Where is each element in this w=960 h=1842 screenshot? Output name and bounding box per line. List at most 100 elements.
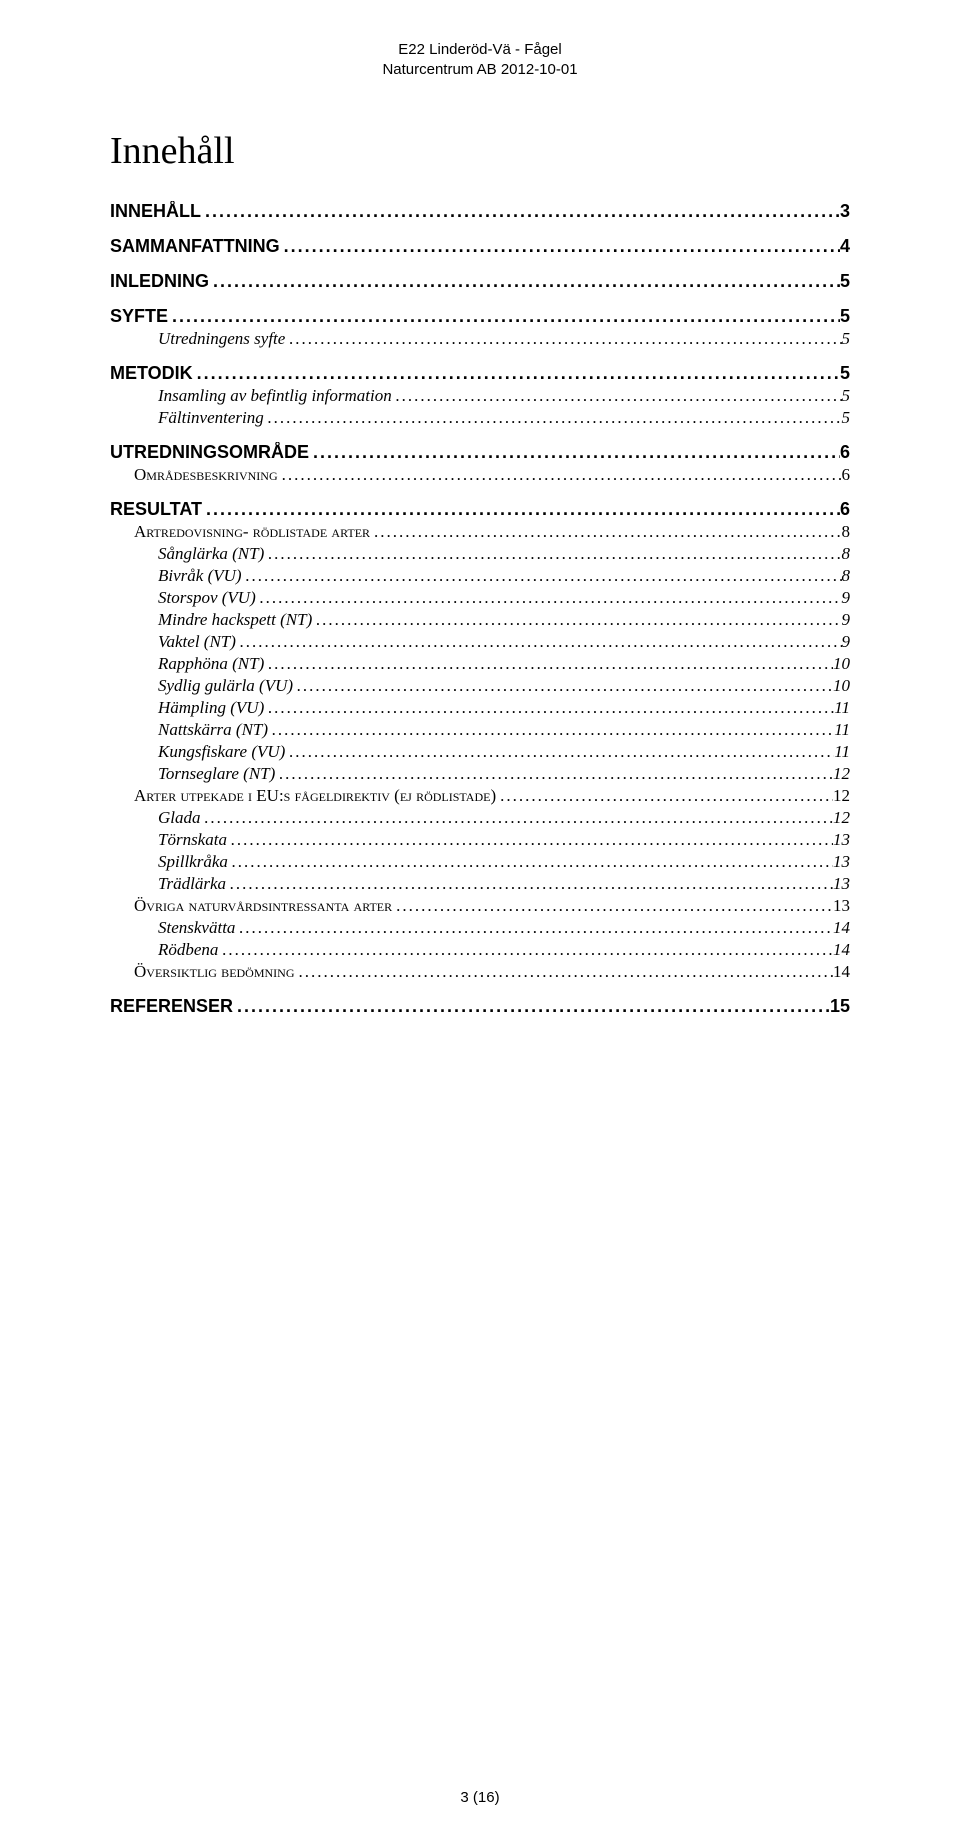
toc-entry-label: Hämpling (VU) — [158, 698, 264, 718]
toc-entry: SYFTE5 — [110, 306, 850, 327]
toc-entry-label: Mindre hackspett (NT) — [158, 610, 312, 630]
toc-leader-dots — [264, 544, 841, 564]
toc-entry-page: 11 — [834, 698, 850, 718]
toc-entry: Glada12 — [110, 808, 850, 828]
toc-leader-dots — [278, 465, 842, 485]
toc-entry-label: Fältinventering — [158, 408, 264, 428]
header-line-1: E22 Linderöd-Vä - Fågel — [110, 40, 850, 60]
toc-leader-dots — [285, 329, 841, 349]
toc-leader-dots — [228, 852, 833, 872]
toc-entry-label: Rödbena — [158, 940, 218, 960]
toc-entry-page: 12 — [833, 764, 850, 784]
toc-entry-label: REFERENSER — [110, 996, 233, 1017]
toc-entry-label: INLEDNING — [110, 271, 209, 292]
toc-entry: Utredningens syfte 5 — [110, 329, 850, 349]
toc-entry: REFERENSER 15 — [110, 996, 850, 1017]
toc-leader-dots — [226, 874, 833, 894]
toc-entry-label: Kungsfiskare (VU) — [158, 742, 285, 762]
toc-entry-label: Storspov (VU) — [158, 588, 256, 608]
toc-entry: Fältinventering 5 — [110, 408, 850, 428]
toc-leader-dots — [236, 632, 842, 652]
toc-entry: Sydlig gulärla (VU) 10 — [110, 676, 850, 696]
toc-entry: Vaktel (NT)9 — [110, 632, 850, 652]
toc-entry-page: 13 — [833, 852, 850, 872]
toc-leader-dots — [309, 442, 840, 463]
toc-entry-label: SAMMANFATTNING — [110, 236, 280, 257]
page-footer: 3 (16) — [0, 1789, 960, 1806]
toc-leader-dots — [370, 522, 841, 542]
toc-leader-dots — [202, 499, 840, 520]
toc-leader-dots — [312, 610, 841, 630]
toc-entry-label: SYFTE — [110, 306, 168, 327]
toc-entry-label: Sånglärka (NT) — [158, 544, 264, 564]
toc-entry-page: 8 — [842, 522, 851, 542]
toc-entry: Storspov (VU)9 — [110, 588, 850, 608]
toc-entry-label: Sydlig gulärla (VU) — [158, 676, 293, 696]
header-line-2: Naturcentrum AB 2012-10-01 — [110, 60, 850, 80]
toc-entry-label: Översiktlig bedömning — [134, 962, 295, 982]
toc-entry: RESULTAT6 — [110, 499, 850, 520]
toc-entry-page: 5 — [842, 408, 851, 428]
toc-entry-label: Nattskärra (NT) — [158, 720, 268, 740]
toc-entry-label: Utredningens syfte — [158, 329, 285, 349]
toc-entry-page: 8 — [842, 566, 851, 586]
toc-entry-page: 5 — [842, 329, 851, 349]
toc-entry-label: Bivråk (VU) — [158, 566, 242, 586]
toc-leader-dots — [201, 808, 834, 828]
toc-entry: Tornseglare (NT) 12 — [110, 764, 850, 784]
toc-entry: Spillkråka 13 — [110, 852, 850, 872]
toc-entry-page: 14 — [833, 962, 850, 982]
toc-entry-label: METODIK — [110, 363, 193, 384]
toc-leader-dots — [264, 654, 833, 674]
toc-entry-label: Tornseglare (NT) — [158, 764, 275, 784]
toc-entry-page: 6 — [840, 442, 850, 463]
toc-leader-dots — [392, 896, 833, 916]
toc-leader-dots — [201, 201, 840, 222]
toc-entry-page: 3 — [840, 201, 850, 222]
toc-entry: Insamling av befintlig information 5 — [110, 386, 850, 406]
page-header: E22 Linderöd-Vä - Fågel Naturcentrum AB … — [110, 40, 850, 79]
toc-entry: Bivråk (VU) 8 — [110, 566, 850, 586]
document-title: Innehåll — [110, 129, 850, 173]
toc-entry: Mindre hackspett (NT)9 — [110, 610, 850, 630]
toc-entry: Sånglärka (NT) 8 — [110, 544, 850, 564]
toc-leader-dots — [209, 271, 840, 292]
toc-entry-page: 13 — [833, 896, 850, 916]
toc-entry-page: 11 — [834, 720, 850, 740]
toc-entry-page: 13 — [833, 874, 850, 894]
toc-entry: Översiktlig bedömning 14 — [110, 962, 850, 982]
toc-entry: Trädlärka 13 — [110, 874, 850, 894]
toc-entry-label: UTREDNINGSOMRÅDE — [110, 442, 309, 463]
toc-entry: Rapphöna (NT)10 — [110, 654, 850, 674]
toc-leader-dots — [168, 306, 840, 327]
toc-entry: Hämpling (VU) 11 — [110, 698, 850, 718]
toc-entry: Kungsfiskare (VU)11 — [110, 742, 850, 762]
toc-entry: METODIK 5 — [110, 363, 850, 384]
toc-entry-label: Övriga naturvårdsintressanta arter — [134, 896, 392, 916]
toc-entry-label: Rapphöna (NT) — [158, 654, 264, 674]
toc-entry-page: 12 — [833, 786, 850, 806]
toc-entry-label: Artredovisning- rödlistade arter — [134, 522, 370, 542]
toc-entry: Stenskvätta14 — [110, 918, 850, 938]
toc-entry-label: Spillkråka — [158, 852, 228, 872]
toc-entry-label: Trädlärka — [158, 874, 226, 894]
toc-entry-page: 5 — [842, 386, 851, 406]
toc-entry: Övriga naturvårdsintressanta arter 13 — [110, 896, 850, 916]
toc-leader-dots — [268, 720, 834, 740]
toc-entry-page: 4 — [840, 236, 850, 257]
toc-entry-label: Insamling av befintlig information — [158, 386, 392, 406]
toc-entry-page: 9 — [842, 632, 851, 652]
toc-entry-page: 12 — [833, 808, 850, 828]
toc-entry-label: Områdesbeskrivning — [134, 465, 278, 485]
toc-entry-page: 10 — [833, 676, 850, 696]
toc-entry: Nattskärra (NT) 11 — [110, 720, 850, 740]
toc-entry-page: 5 — [840, 363, 850, 384]
toc-leader-dots — [392, 386, 842, 406]
toc-entry-label: INNEHÅLL — [110, 201, 201, 222]
toc-leader-dots — [275, 764, 833, 784]
toc-leader-dots — [227, 830, 833, 850]
toc-entry-page: 8 — [842, 544, 851, 564]
table-of-contents: INNEHÅLL3SAMMANFATTNING4INLEDNING5SYFTE5… — [110, 201, 850, 1017]
toc-leader-dots — [295, 962, 833, 982]
toc-entry-page: 15 — [830, 996, 850, 1017]
